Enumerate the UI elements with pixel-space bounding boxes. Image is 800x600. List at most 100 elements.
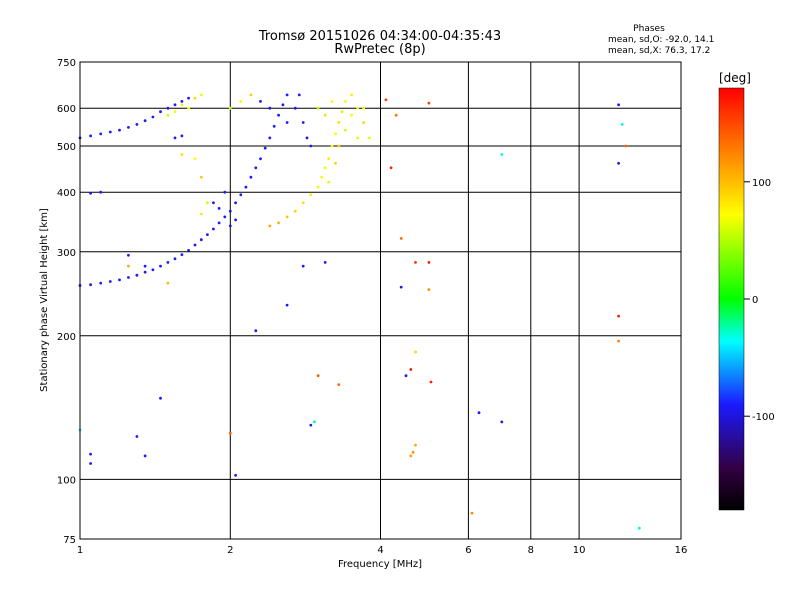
data-point: [199, 175, 203, 179]
y-tick-label: 300: [57, 248, 76, 259]
data-point: [173, 257, 177, 261]
data-point: [244, 185, 248, 189]
data-point: [187, 106, 191, 110]
data-point: [281, 103, 285, 107]
data-point: [173, 103, 177, 107]
data-point: [427, 101, 431, 105]
data-point: [89, 462, 92, 465]
data-point: [399, 285, 403, 289]
data-point: [470, 511, 474, 515]
data-point: [259, 157, 262, 161]
info-line-o: mean, sd,O: -92.0, 14.1: [608, 35, 714, 45]
data-point: [228, 224, 232, 228]
data-point: [500, 153, 504, 156]
data-point: [301, 121, 305, 124]
colorbar-tick-label: 100: [752, 178, 771, 189]
data-point: [309, 193, 313, 197]
data-point: [187, 96, 191, 100]
data-point: [228, 431, 232, 435]
data-point: [330, 100, 334, 103]
data-point: [249, 93, 253, 97]
data-point: [277, 221, 280, 225]
data-point: [166, 113, 170, 117]
data-point: [228, 106, 232, 110]
data-point: [309, 423, 313, 427]
data-point: [429, 380, 433, 384]
colorbar-tick-label: -100: [752, 412, 775, 423]
data-point: [151, 268, 155, 272]
data-point: [327, 157, 331, 161]
data-point: [285, 303, 289, 307]
data-point: [193, 157, 197, 161]
x-tick-label: 16: [675, 545, 688, 556]
data-point: [89, 134, 92, 138]
data-point: [166, 281, 170, 285]
data-point: [389, 166, 393, 170]
x-tick-label: 2: [227, 545, 233, 556]
data-point: [173, 136, 177, 140]
data-point: [268, 136, 272, 140]
x-axis-ticks: 1 2 4 6 8 10 16: [77, 545, 688, 556]
data-point: [277, 113, 280, 117]
data-point: [187, 249, 191, 252]
data-point: [334, 161, 337, 165]
data-point: [617, 103, 620, 107]
data-point: [343, 128, 347, 132]
data-point: [477, 411, 481, 415]
data-point: [118, 278, 121, 282]
x-axis-label: Frequency [MHz]: [338, 559, 422, 570]
data-point: [239, 193, 243, 197]
data-point: [305, 136, 309, 140]
data-point: [135, 273, 139, 277]
data-point: [217, 207, 221, 210]
data-point: [427, 261, 431, 264]
data-point: [143, 264, 147, 268]
data-point: [637, 526, 641, 530]
y-tick-label: 75: [63, 535, 76, 546]
data-point: [316, 374, 320, 378]
data-point: [323, 261, 327, 264]
data-point: [356, 136, 360, 140]
y-tick-label: 400: [57, 188, 76, 199]
data-point: [268, 106, 272, 110]
data-point: [217, 221, 221, 225]
data-point: [330, 144, 334, 148]
x-tick-label: 4: [377, 545, 383, 556]
data-points: [78, 93, 641, 530]
data-point: [126, 126, 130, 129]
data-point: [223, 190, 227, 194]
x-tick-label: 6: [465, 545, 471, 556]
data-point: [180, 253, 184, 256]
info-title: Phases: [633, 24, 665, 34]
data-point: [350, 93, 353, 97]
data-point: [254, 166, 258, 170]
data-point: [301, 201, 305, 205]
data-point: [223, 215, 227, 219]
data-point: [199, 238, 203, 242]
data-point: [399, 237, 403, 240]
data-point: [350, 113, 353, 117]
y-axis-ticks: 75 100 200 300 400 500 600 750: [57, 58, 76, 546]
data-point: [272, 124, 276, 128]
data-point: [173, 110, 177, 114]
data-point: [356, 106, 360, 110]
data-point: [143, 454, 147, 458]
data-point: [234, 218, 238, 222]
y-tick-label: 750: [57, 58, 76, 69]
data-point: [337, 121, 341, 124]
data-point: [234, 473, 238, 477]
data-point: [285, 215, 289, 219]
chart-title: Tromsø 20151026 04:34:00-04:35:43: [258, 29, 501, 44]
data-point: [126, 276, 130, 279]
data-point: [617, 161, 620, 165]
data-point: [427, 288, 431, 291]
data-point: [126, 264, 130, 268]
data-point: [259, 100, 262, 103]
data-point: [108, 280, 112, 283]
y-axis-label: Stationary phase Virtual Height [km]: [39, 208, 50, 392]
data-point: [254, 329, 258, 333]
data-point: [334, 132, 337, 136]
data-point: [409, 454, 413, 458]
data-point: [362, 121, 365, 124]
data-point: [624, 144, 628, 148]
